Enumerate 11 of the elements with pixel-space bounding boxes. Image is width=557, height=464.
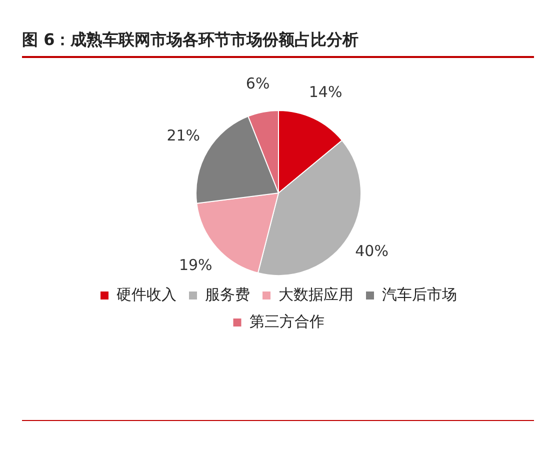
data-label: 14% [308, 82, 342, 101]
legend-label: 硬件收入 [116, 285, 176, 304]
data-label: 6% [246, 74, 270, 92]
legend-label: 服务费 [205, 285, 250, 304]
legend-label: 汽车后市场 [382, 285, 457, 304]
legend-label: 大数据应用 [278, 285, 354, 304]
data-label: 21% [166, 126, 200, 145]
data-label: 40% [355, 242, 388, 260]
legend-label: 第三方合作 [249, 312, 324, 330]
chart-title: 图 6：成熟车联网市场各环节市场份额占比分析 [22, 30, 359, 51]
data-label: 19% [178, 256, 212, 274]
